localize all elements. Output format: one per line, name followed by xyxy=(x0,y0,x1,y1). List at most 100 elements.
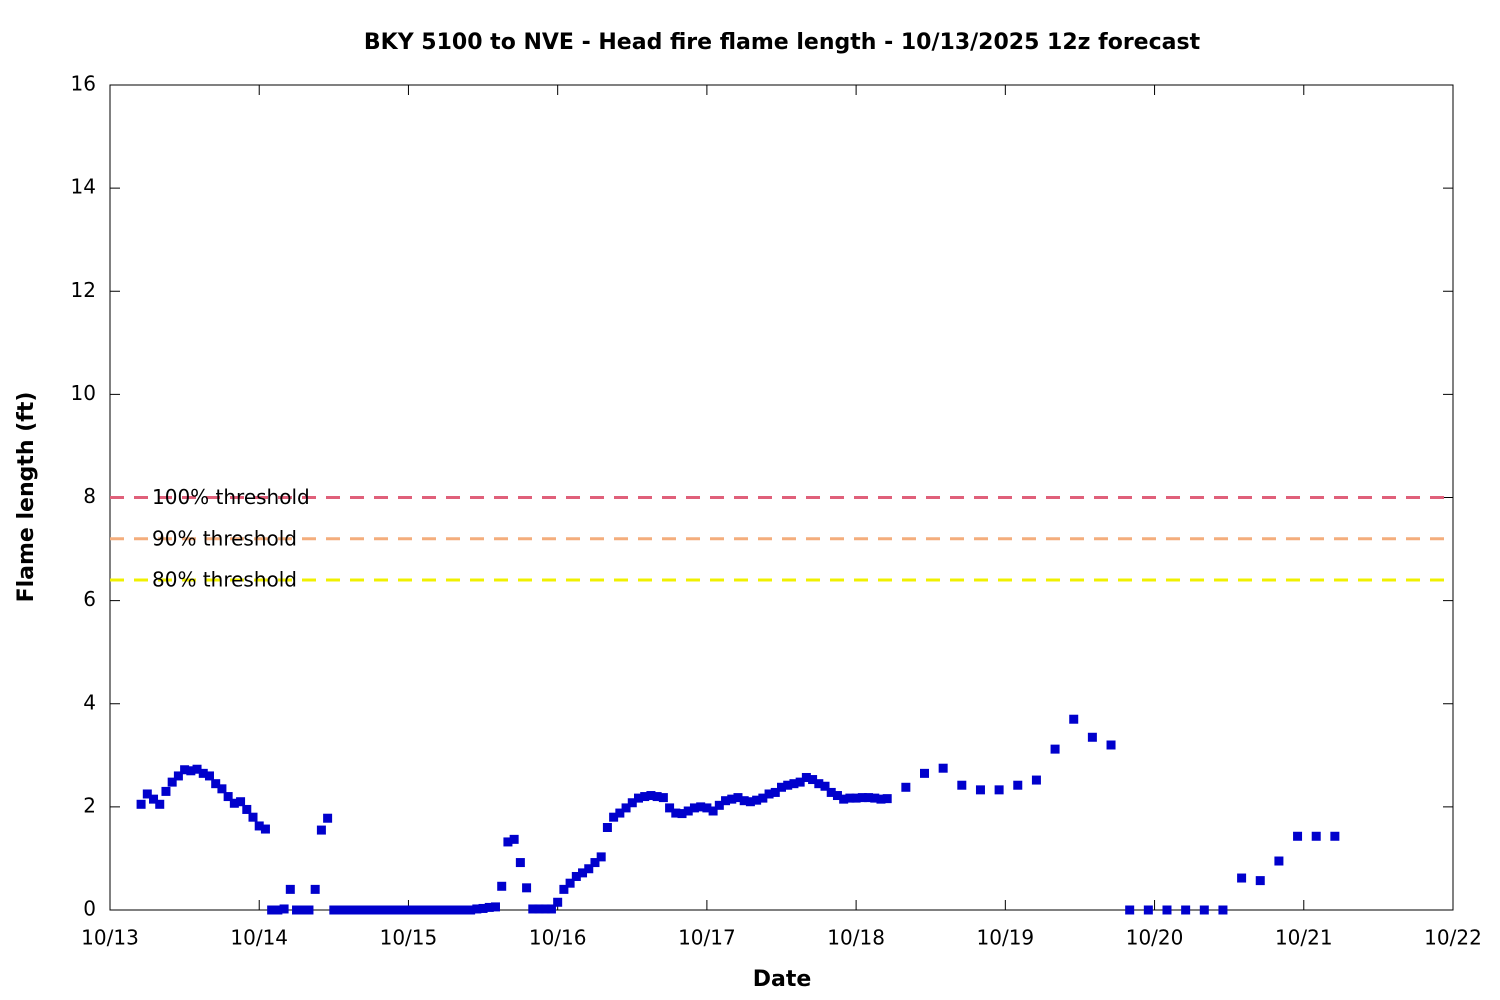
chart-title: BKY 5100 to NVE - Head fire flame length… xyxy=(364,30,1201,55)
point xyxy=(360,905,370,915)
point xyxy=(341,905,351,915)
point xyxy=(938,763,948,773)
point xyxy=(546,904,556,914)
point xyxy=(789,779,799,789)
x-tick-label: 10/20 xyxy=(1126,926,1184,950)
point xyxy=(229,798,239,808)
point xyxy=(279,904,289,914)
point xyxy=(1237,873,1247,883)
point xyxy=(870,793,880,803)
point xyxy=(366,905,376,915)
point xyxy=(441,905,451,915)
point xyxy=(820,781,830,791)
point xyxy=(1199,905,1209,915)
point xyxy=(316,825,326,835)
point xyxy=(590,858,600,868)
point xyxy=(994,785,1004,795)
point xyxy=(658,793,668,803)
y-tick-label: 0 xyxy=(83,897,96,921)
point xyxy=(808,775,818,785)
point xyxy=(447,905,457,915)
point xyxy=(204,771,214,781)
point xyxy=(721,796,731,806)
y-tick-label: 12 xyxy=(71,278,96,302)
point xyxy=(727,794,737,804)
point xyxy=(901,782,911,792)
point xyxy=(509,834,519,844)
point xyxy=(1330,831,1340,841)
point xyxy=(702,803,712,813)
point xyxy=(459,905,469,915)
point xyxy=(1106,740,1116,750)
point xyxy=(422,905,432,915)
point xyxy=(795,777,805,787)
point xyxy=(876,794,886,804)
point xyxy=(565,878,575,888)
point xyxy=(783,780,793,790)
point xyxy=(1181,905,1191,915)
point xyxy=(596,852,606,862)
point xyxy=(957,780,967,790)
point xyxy=(770,787,780,797)
threshold-label: 100% threshold xyxy=(152,485,310,509)
point xyxy=(1050,744,1060,754)
point xyxy=(640,792,650,802)
point xyxy=(497,881,507,891)
point xyxy=(528,904,538,914)
threshold-label: 90% threshold xyxy=(152,526,297,550)
point xyxy=(814,779,824,789)
point xyxy=(1311,831,1321,841)
point xyxy=(826,787,836,797)
point xyxy=(379,905,389,915)
point xyxy=(845,793,855,803)
x-tick-label: 10/21 xyxy=(1275,926,1333,950)
point xyxy=(633,793,643,803)
point xyxy=(310,884,320,894)
point xyxy=(161,786,171,796)
point xyxy=(584,864,594,874)
point xyxy=(1031,775,1041,785)
y-tick-label: 6 xyxy=(83,587,96,611)
point xyxy=(801,772,811,782)
point xyxy=(223,792,233,802)
point xyxy=(714,800,724,810)
point xyxy=(267,905,277,915)
point xyxy=(832,791,842,801)
point xyxy=(484,902,494,912)
point xyxy=(435,905,445,915)
point xyxy=(453,905,463,915)
point xyxy=(285,884,295,894)
point xyxy=(571,871,581,881)
point xyxy=(578,868,588,878)
point xyxy=(385,905,395,915)
point xyxy=(136,799,146,809)
point xyxy=(745,797,755,807)
point xyxy=(1143,905,1153,915)
point xyxy=(403,905,413,915)
point xyxy=(391,905,401,915)
x-tick-label: 10/22 xyxy=(1424,926,1482,950)
point xyxy=(683,806,693,816)
point xyxy=(397,905,407,915)
point xyxy=(857,793,867,803)
point xyxy=(236,797,246,807)
point xyxy=(186,766,196,776)
point xyxy=(764,789,774,799)
point xyxy=(347,905,357,915)
point xyxy=(354,905,364,915)
y-tick-label: 4 xyxy=(83,690,96,714)
point xyxy=(416,905,426,915)
threshold-label: 80% threshold xyxy=(152,568,297,592)
point xyxy=(882,794,892,804)
point xyxy=(758,793,768,803)
point xyxy=(677,809,687,819)
point xyxy=(260,824,270,834)
point xyxy=(192,764,202,774)
point xyxy=(323,813,333,823)
point xyxy=(864,793,874,803)
point xyxy=(920,768,930,778)
point xyxy=(696,802,706,812)
point xyxy=(609,812,619,822)
point xyxy=(329,905,339,915)
